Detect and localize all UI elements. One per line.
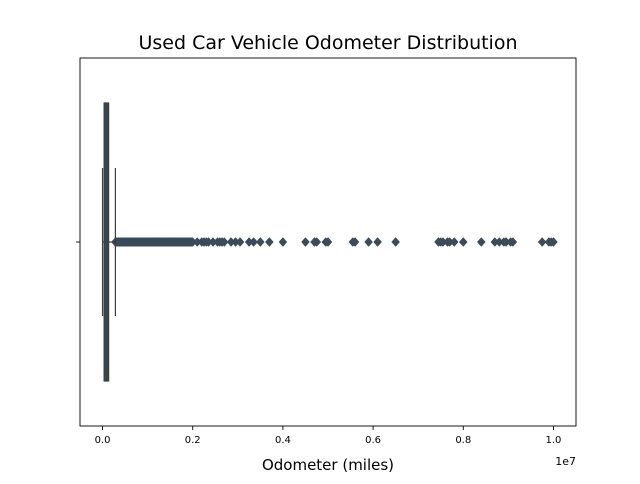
outlier-point bbox=[249, 237, 258, 247]
outlier-point bbox=[364, 237, 373, 247]
outlier-point bbox=[278, 237, 288, 247]
outlier-point bbox=[235, 237, 245, 247]
outlier-point bbox=[537, 237, 547, 247]
outlier-point bbox=[391, 237, 400, 247]
outlier-point bbox=[458, 237, 468, 247]
x-tick-label: 0.6 bbox=[365, 435, 381, 446]
x-tick-label: 0.8 bbox=[455, 435, 471, 446]
outlier-point bbox=[219, 237, 229, 247]
x-axis-label: Odometer (miles) bbox=[262, 456, 394, 474]
outlier-point bbox=[323, 237, 333, 247]
outlier-point bbox=[301, 237, 310, 247]
outlier-point bbox=[312, 237, 322, 247]
outlier-point bbox=[549, 237, 558, 247]
outlier-point bbox=[476, 237, 486, 247]
x-tick-label: 1.0 bbox=[546, 435, 562, 446]
outlier-point bbox=[373, 237, 382, 247]
outlier-point bbox=[265, 237, 274, 247]
outlier-point bbox=[256, 237, 265, 247]
chart-title: Used Car Vehicle Odometer Distribution bbox=[138, 32, 517, 54]
x-tick-label: 0.0 bbox=[95, 435, 111, 446]
plot-area bbox=[101, 102, 558, 382]
x-axis-offset-label: 1e7 bbox=[555, 455, 576, 468]
outlier-point bbox=[350, 237, 360, 247]
outlier-point bbox=[449, 237, 459, 247]
outlier-point bbox=[508, 237, 518, 247]
x-tick-label: 0.2 bbox=[185, 435, 201, 446]
x-axis: 0.0 0.2 0.4 0.6 0.8 1.0 bbox=[76, 57, 577, 446]
x-tick-label: 0.4 bbox=[275, 435, 291, 446]
